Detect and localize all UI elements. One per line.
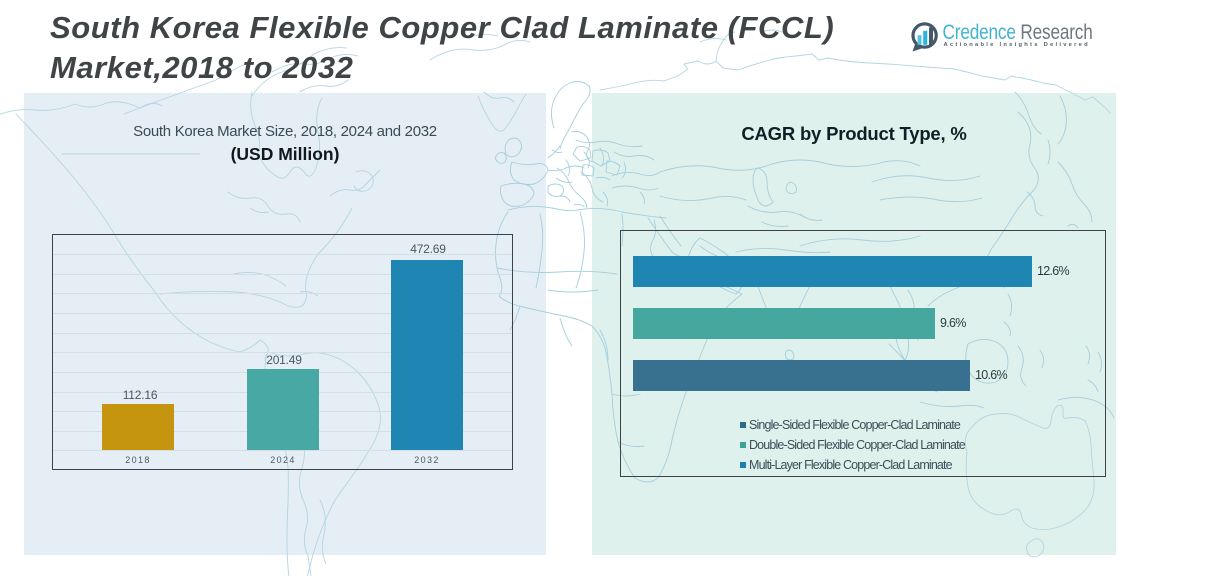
svg-text:Credence Research: Credence Research: [943, 20, 1093, 44]
svg-text:Actionable Insights Delivered: Actionable Insights Delivered: [944, 42, 1090, 48]
